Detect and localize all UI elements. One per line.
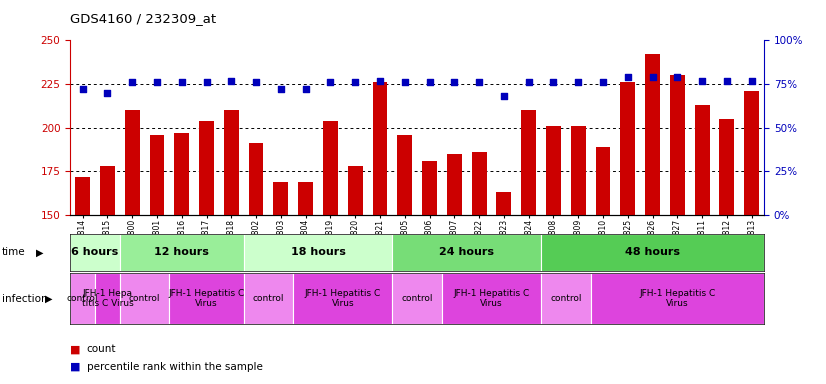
Bar [249,143,263,384]
Point [646,74,659,80]
Bar [120,234,244,271]
Text: 24 hours: 24 hours [439,247,494,258]
Bar [496,192,511,384]
Bar [695,105,710,384]
Point [324,79,337,85]
Bar [521,110,536,384]
Bar [541,273,591,324]
Bar [442,273,541,324]
Point [398,79,411,85]
Bar [397,135,412,384]
Point [720,78,733,84]
Point [547,79,560,85]
Bar [125,110,140,384]
Text: JFH-1 Hepatitis C
Virus: JFH-1 Hepatitis C Virus [169,289,244,308]
Bar [298,182,313,384]
Bar [174,133,189,384]
Bar [571,126,586,384]
Bar [323,121,338,384]
Point [76,86,89,92]
Bar [596,147,610,384]
Point [150,79,164,85]
Text: infection: infection [2,293,47,304]
Bar [95,273,120,324]
Text: count: count [87,344,116,354]
Point [671,74,684,80]
Text: control: control [253,294,284,303]
Text: JFH-1 Hepatitis C
Virus: JFH-1 Hepatitis C Virus [453,289,529,308]
Bar [392,234,541,271]
Text: ▶: ▶ [36,247,44,258]
Bar [620,82,635,384]
Bar [591,273,764,324]
Text: control: control [401,294,433,303]
Point [695,78,709,84]
Text: 6 hours: 6 hours [71,247,119,258]
Point [423,79,436,85]
Bar [373,82,387,384]
Point [497,93,510,99]
Point [522,79,535,85]
Text: JFH-1 Hepatitis C
Virus: JFH-1 Hepatitis C Virus [639,289,715,308]
Point [572,79,585,85]
Bar [70,234,120,271]
Point [126,79,139,85]
Point [621,74,634,80]
Text: control: control [550,294,582,303]
Point [448,79,461,85]
Text: ▶: ▶ [45,293,52,304]
Text: 18 hours: 18 hours [291,247,345,258]
Bar [244,273,293,324]
Point [175,79,188,85]
Text: 12 hours: 12 hours [154,247,209,258]
Bar [447,154,462,384]
Point [472,79,486,85]
Point [373,78,387,84]
Bar [100,166,115,384]
Bar [273,182,288,384]
Text: percentile rank within the sample: percentile rank within the sample [87,362,263,372]
Point [274,86,287,92]
Point [349,79,362,85]
Text: 48 hours: 48 hours [625,247,680,258]
Bar [75,177,90,384]
Bar [541,234,764,271]
Bar [293,273,392,324]
Bar [348,166,363,384]
Text: GDS4160 / 232309_at: GDS4160 / 232309_at [70,12,216,25]
Bar [169,273,244,324]
Text: ■: ■ [70,362,81,372]
Point [249,79,263,85]
Bar [224,110,239,384]
Point [745,78,758,84]
Bar [670,75,685,384]
Point [299,86,312,92]
Bar [546,126,561,384]
Bar [120,273,169,324]
Point [200,79,213,85]
Text: JFH-1 Hepa
titis C Virus: JFH-1 Hepa titis C Virus [82,289,133,308]
Text: control: control [67,294,98,303]
Bar [199,121,214,384]
Bar [744,91,759,384]
Bar [244,234,392,271]
Bar [719,119,734,384]
Text: control: control [129,294,160,303]
Bar [150,135,164,384]
Bar [392,273,442,324]
Point [101,90,114,96]
Text: JFH-1 Hepatitis C
Virus: JFH-1 Hepatitis C Virus [305,289,381,308]
Bar [422,161,437,384]
Point [596,79,610,85]
Text: ■: ■ [70,344,81,354]
Text: time: time [2,247,26,258]
Bar [472,152,487,384]
Bar [70,273,95,324]
Point [225,78,238,84]
Bar [645,54,660,384]
